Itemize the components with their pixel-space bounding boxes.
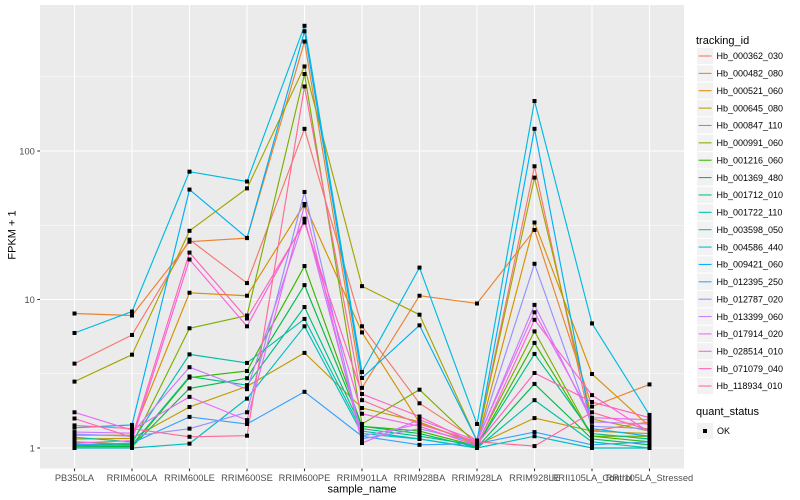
svg-text:Hb_001712_010: Hb_001712_010	[717, 190, 784, 200]
svg-text:Hb_013399_060: Hb_013399_060	[717, 312, 784, 322]
svg-text:1: 1	[30, 444, 35, 454]
svg-text:Hb_004586_440: Hb_004586_440	[717, 242, 784, 252]
svg-text:OK: OK	[717, 426, 730, 436]
svg-text:Hb_071079_040: Hb_071079_040	[717, 364, 784, 374]
svg-text:FPKM + 1: FPKM + 1	[7, 210, 19, 259]
svg-text:Hb_000991_060: Hb_000991_060	[717, 138, 784, 148]
svg-text:RRII105LA_Control: RRII105LA_Control	[552, 473, 633, 483]
svg-text:RRIM600SE: RRIM600SE	[221, 473, 273, 483]
svg-text:RRIM901LA: RRIM901LA	[337, 473, 388, 483]
svg-text:Hb_000362_030: Hb_000362_030	[717, 51, 784, 61]
svg-text:Hb_012787_020: Hb_012787_020	[717, 294, 784, 304]
svg-text:Hb_001216_060: Hb_001216_060	[717, 155, 784, 165]
svg-text:quant_status: quant_status	[696, 406, 759, 418]
svg-text:RRIM928LA: RRIM928LA	[452, 473, 503, 483]
svg-text:RRII105LA_Stressed: RRII105LA_Stressed	[606, 473, 693, 483]
svg-text:Hb_001722_110: Hb_001722_110	[717, 208, 783, 218]
svg-text:Hb_012395_250: Hb_012395_250	[717, 277, 784, 287]
svg-text:tracking_id: tracking_id	[696, 35, 749, 47]
svg-text:sample_name: sample_name	[327, 483, 396, 495]
svg-text:RRIM600LE: RRIM600LE	[164, 473, 215, 483]
svg-text:10: 10	[24, 295, 34, 305]
svg-text:100: 100	[19, 147, 35, 157]
svg-text:Hb_009421_060: Hb_009421_060	[717, 260, 784, 270]
svg-text:Hb_000482_080: Hb_000482_080	[717, 69, 784, 79]
svg-text:RRIM928BA: RRIM928BA	[394, 473, 446, 483]
svg-text:RRIM600PE: RRIM600PE	[279, 473, 331, 483]
svg-text:Hb_000847_110: Hb_000847_110	[717, 121, 783, 131]
svg-text:Hb_003598_050: Hb_003598_050	[717, 225, 784, 235]
svg-text:RRIM928LE: RRIM928LE	[509, 473, 560, 483]
svg-text:RRIM600LA: RRIM600LA	[107, 473, 158, 483]
svg-text:Hb_001369_480: Hb_001369_480	[717, 173, 784, 183]
svg-text:Hb_017914_020: Hb_017914_020	[717, 329, 784, 339]
svg-text:Hb_000521_060: Hb_000521_060	[717, 86, 784, 96]
svg-text:Hb_118934_010: Hb_118934_010	[717, 381, 783, 391]
svg-text:Hb_000645_080: Hb_000645_080	[717, 103, 784, 113]
svg-text:PB350LA: PB350LA	[55, 473, 95, 483]
svg-text:Hb_028514_010: Hb_028514_010	[717, 346, 784, 356]
